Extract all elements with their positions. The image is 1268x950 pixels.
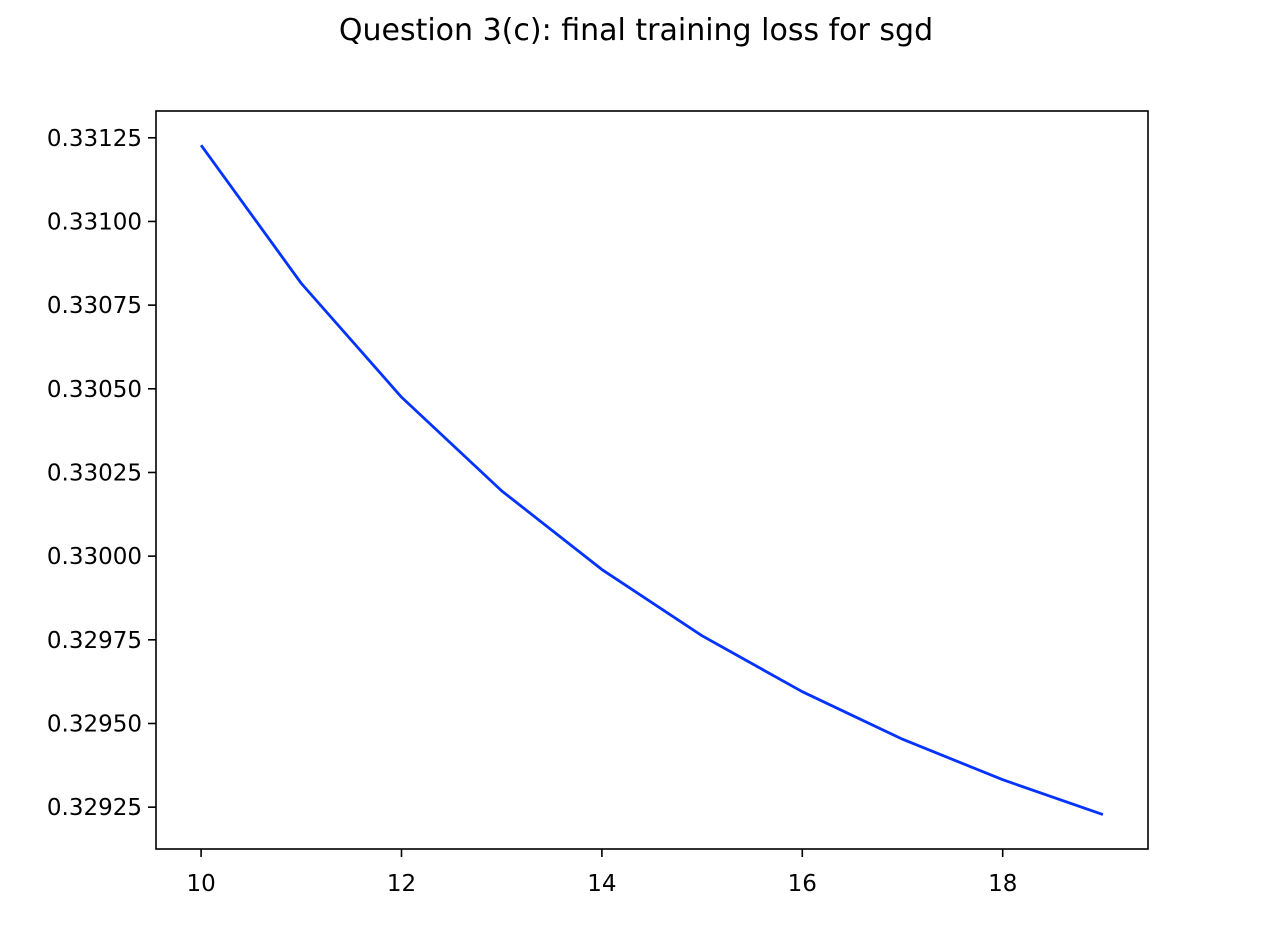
x-tick-label: 12 — [387, 871, 416, 897]
y-tick-label: 0.33125 — [47, 126, 142, 152]
x-tick-label: 10 — [186, 871, 215, 897]
plot-frame — [155, 110, 1149, 850]
x-tick-label: 14 — [587, 871, 616, 897]
chart-title: Question 3(c): final training loss for s… — [339, 13, 933, 48]
y-tick-label: 0.32925 — [47, 795, 142, 821]
x-tick-label: 18 — [988, 871, 1017, 897]
y-tick-label: 0.33075 — [47, 293, 142, 319]
x-axis: 10 12 14 16 18 — [186, 849, 1017, 897]
y-tick-label: 0.32975 — [47, 628, 142, 654]
series-line-0 — [199, 144, 1104, 816]
y-tick-label: 0.33025 — [47, 460, 142, 486]
y-tick-label: 0.33050 — [47, 377, 142, 403]
y-axis: 0.32925 0.32950 0.32975 0.33000 0.33025 0.330… — [47, 126, 156, 821]
y-tick-label: 0.33100 — [47, 209, 142, 235]
y-tick-label: 0.33000 — [47, 544, 142, 570]
plot-series — [199, 144, 1104, 816]
x-tick-label: 16 — [788, 871, 817, 897]
y-tick-label: 0.32950 — [47, 711, 142, 737]
